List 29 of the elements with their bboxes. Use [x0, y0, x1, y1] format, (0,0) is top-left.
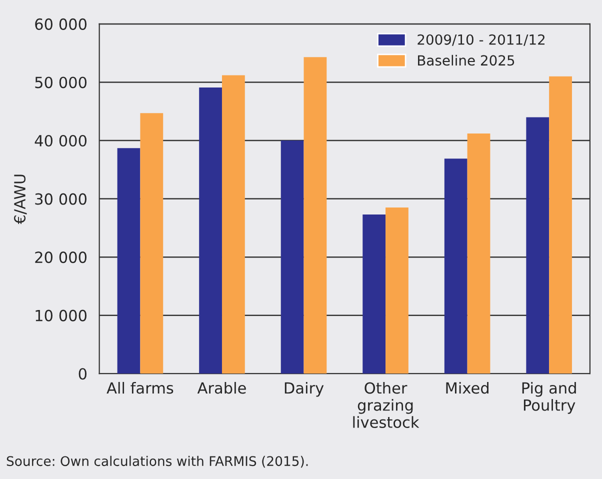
x-tick-label: Dairy	[284, 382, 324, 397]
y-tick-label: 60 000	[35, 18, 87, 30]
bar	[199, 87, 222, 374]
y-tick-label: 50 000	[35, 76, 87, 88]
bar	[362, 214, 386, 374]
y-tick-label: 10 000	[36, 310, 87, 322]
bar	[222, 75, 245, 374]
y-tick-label: 20 000	[35, 252, 87, 264]
legend-label: 2009/10 - 2011/12	[418, 34, 545, 46]
x-tick-label: All farms	[106, 382, 174, 394]
bar	[304, 57, 327, 374]
x-tick-label: Mixed	[446, 382, 488, 394]
bar	[444, 158, 468, 374]
y-tick-label: 30 000	[35, 193, 87, 205]
x-tick-label: Pig and Poultry	[522, 382, 576, 414]
bar	[140, 113, 164, 374]
x-tick-label: Other grazing livestock	[353, 382, 420, 428]
bar	[386, 208, 408, 374]
y-tick-label: 40 000	[34, 134, 87, 147]
legend-label: Baseline 2025	[418, 54, 514, 66]
source-note: Source: Own calculations with FARMIS (2015).	[6, 456, 308, 468]
bar	[526, 117, 550, 374]
bar	[117, 148, 140, 374]
y-tick-label: 0	[78, 368, 87, 380]
x-tick-label: Arable	[197, 382, 246, 394]
y-axis-title: €/AWU	[14, 174, 27, 224]
bar	[467, 134, 490, 374]
bar	[549, 76, 572, 374]
bar	[280, 140, 304, 374]
